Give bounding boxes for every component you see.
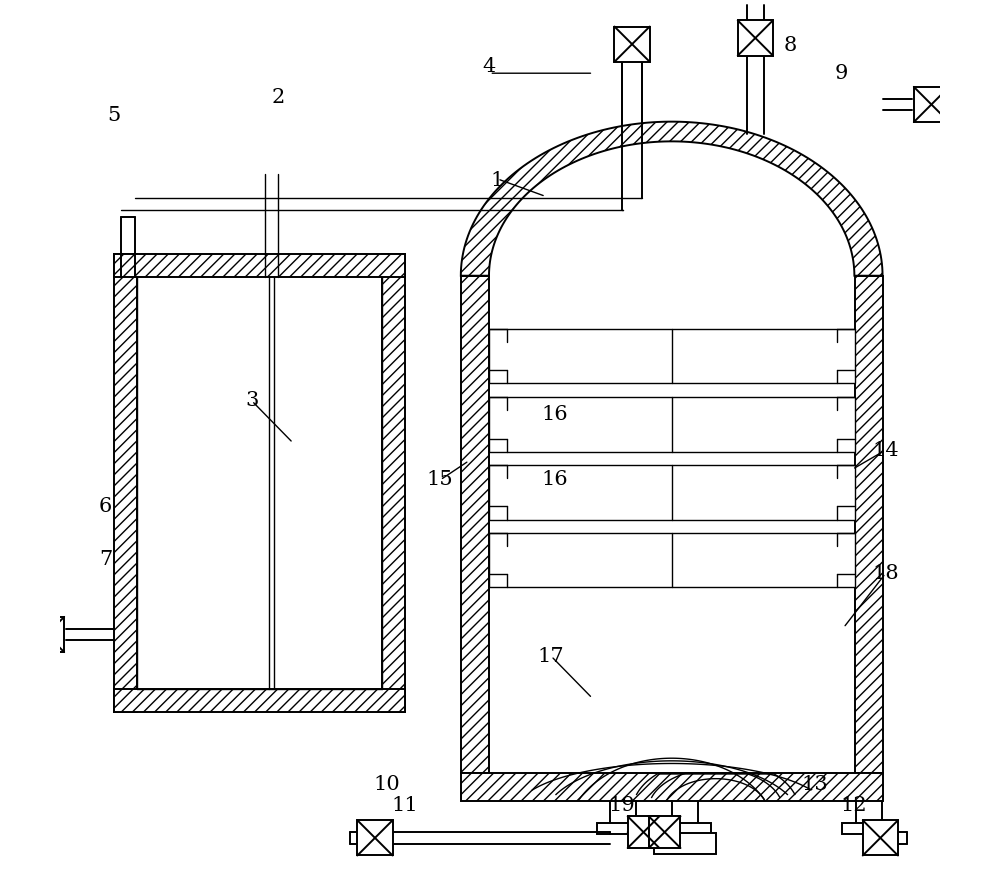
Polygon shape — [614, 27, 650, 62]
Polygon shape — [137, 276, 382, 688]
Text: 12: 12 — [841, 797, 867, 815]
Text: 15: 15 — [427, 470, 453, 489]
Text: 7: 7 — [99, 549, 112, 569]
Polygon shape — [114, 253, 405, 276]
Text: 2: 2 — [272, 89, 285, 107]
Polygon shape — [658, 823, 711, 834]
Text: 10: 10 — [374, 775, 401, 794]
Text: 5: 5 — [108, 106, 121, 125]
Polygon shape — [489, 532, 855, 587]
Polygon shape — [29, 617, 64, 652]
Polygon shape — [863, 820, 898, 856]
Polygon shape — [382, 253, 405, 711]
Text: 6: 6 — [99, 497, 112, 516]
Text: 19: 19 — [608, 797, 635, 815]
Polygon shape — [649, 816, 680, 848]
Text: 16: 16 — [541, 405, 568, 424]
Polygon shape — [114, 253, 137, 711]
Polygon shape — [357, 820, 393, 856]
Text: 4: 4 — [483, 57, 496, 75]
Polygon shape — [489, 465, 855, 519]
Text: 8: 8 — [784, 35, 797, 55]
Polygon shape — [461, 276, 489, 773]
Text: 16: 16 — [541, 470, 568, 489]
Text: 1: 1 — [491, 171, 504, 190]
Polygon shape — [114, 688, 405, 711]
Polygon shape — [855, 276, 883, 773]
Text: 18: 18 — [872, 563, 899, 583]
Text: 17: 17 — [538, 647, 564, 665]
Polygon shape — [461, 773, 883, 801]
Polygon shape — [489, 276, 855, 773]
Text: 14: 14 — [872, 440, 899, 460]
Polygon shape — [489, 329, 855, 383]
Text: 9: 9 — [835, 64, 848, 82]
Polygon shape — [738, 20, 773, 56]
Polygon shape — [461, 121, 883, 276]
Text: 13: 13 — [802, 775, 829, 794]
Polygon shape — [628, 816, 659, 848]
Text: 3: 3 — [245, 392, 258, 410]
Polygon shape — [489, 397, 855, 452]
Text: 11: 11 — [392, 797, 418, 815]
Polygon shape — [489, 142, 854, 276]
Polygon shape — [597, 823, 650, 834]
Polygon shape — [654, 833, 716, 854]
Polygon shape — [914, 87, 949, 122]
Polygon shape — [842, 823, 895, 834]
